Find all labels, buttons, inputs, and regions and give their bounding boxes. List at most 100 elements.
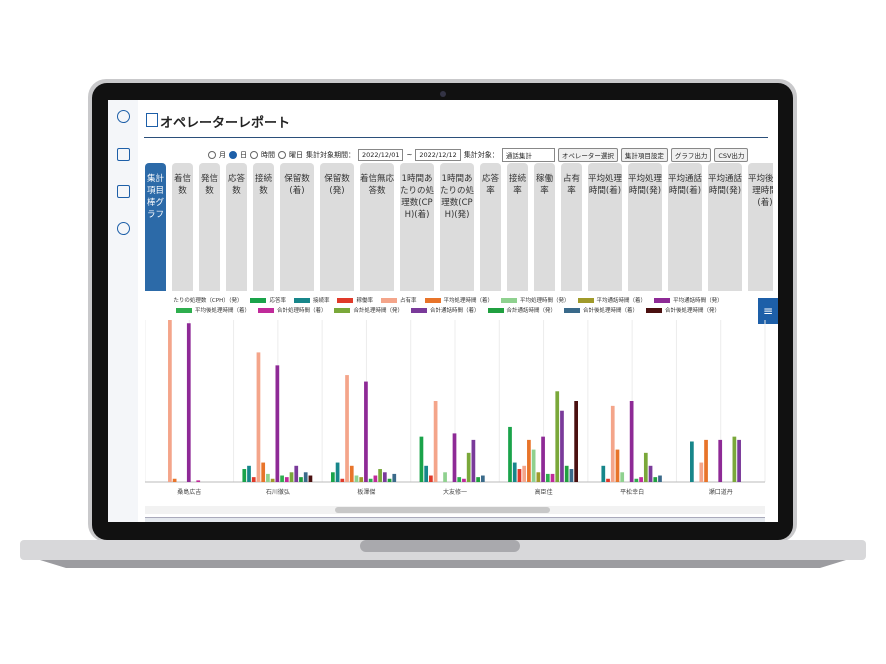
bar [550,473,555,482]
bar [545,473,550,482]
button[interactable]: グラフ出力 [670,148,712,162]
tab[interactable]: 稼働率 [534,163,555,291]
tab[interactable]: 平均後処理時間(着) [748,163,773,291]
legend-swatch [410,307,427,313]
legend-item[interactable]: 平均通話時間（発） [654,296,723,304]
tab[interactable]: 接続率 [507,163,528,291]
settings-icon[interactable] [117,222,130,235]
button[interactable]: 集計項目設定 [620,148,668,162]
legend-label: 平均後処理時間（着） [194,308,250,314]
legend-item[interactable]: 平均後処理時間（着） [175,306,250,314]
tab[interactable]: 保留数(発) [320,163,354,291]
legend-item[interactable]: 応答率 [250,296,286,304]
legend-item[interactable]: 合計処理時間（発） [334,306,403,314]
bar [517,469,522,482]
bar [345,375,349,482]
phone-icon[interactable] [117,110,130,123]
legend-item[interactable]: 占有率 [381,296,417,304]
tab[interactable]: 応答率 [480,163,501,291]
target-select[interactable]: 通話集計 [501,148,555,162]
bar [270,478,275,482]
bar [294,465,299,482]
camera [440,91,446,97]
legend-swatch [257,307,274,313]
button[interactable]: オペレーター選択 [557,148,618,162]
legend-label: 合計通話時間（発） [506,308,557,314]
bar [574,401,578,482]
radio[interactable] [208,151,216,159]
tab[interactable]: 占有率 [561,163,582,291]
date-to[interactable]: 2022/12/12 [415,149,461,161]
scroll-thumb[interactable] [335,507,550,513]
bar [737,439,741,482]
legend-item[interactable]: 合計後処理時間（着） [564,306,638,314]
bar [340,478,345,482]
scrollbar[interactable] [145,506,765,514]
bar [433,401,438,482]
bar [457,477,462,482]
legend-item[interactable]: 平均通話時間（着） [577,296,647,304]
date-from[interactable]: 2022/12/01 [358,149,404,161]
bar [275,365,280,482]
radio-label: 時間 [261,151,275,159]
legend-label: 合計処理時間（発） [353,308,403,314]
legend-swatch [487,307,504,313]
tab[interactable]: 1時間あたりの処理数(CPH)(着) [400,163,434,291]
menu-button[interactable]: ≡ [758,298,778,324]
legend-item[interactable]: 合計通話時間（発） [487,306,557,314]
tab[interactable]: 1時間あたりの処理数(CPH)(発) [440,163,474,291]
title-icon [146,113,158,127]
radio[interactable] [229,151,237,159]
bar [480,475,485,482]
legend-item[interactable]: 合計処理時間（着） [257,306,326,314]
monitor-icon[interactable] [117,185,130,198]
tab[interactable]: 応答数 [226,163,247,291]
legend-label: 平均処理時間（着） [443,298,494,304]
legend-label: 稼働率 [356,298,373,304]
bar [261,462,266,482]
tab[interactable]: 平均処理時間(着) [588,163,622,291]
legend-label: 平均通話時間（着） [596,298,647,304]
bar [289,472,294,482]
bar [639,477,643,482]
button[interactable]: CSV出力 [714,148,749,162]
legend-item[interactable]: 合計通話時間（着） [410,306,480,314]
bar [359,477,364,482]
legend-item[interactable]: 平均処理時間（発） [501,296,570,304]
bar [564,465,569,482]
legend-item[interactable]: 接続率 [293,296,329,304]
tab[interactable]: 着信無応答数 [360,163,394,291]
radio[interactable] [278,151,286,159]
bar [601,465,606,482]
bar [308,475,313,482]
divider [144,137,768,138]
bar [718,439,723,482]
legend-item[interactable]: 合計後処理時間（発） [646,306,720,314]
legend-swatch [293,297,310,303]
report-icon[interactable] [117,148,130,161]
tab[interactable]: 平均通話時間(着) [668,163,702,291]
range-sep: ~ [406,151,413,159]
legend-item[interactable]: 平均処理時間（着） [424,296,494,304]
tab[interactable]: 平均処理時間(発) [628,163,662,291]
tab[interactable]: 接続数 [253,163,274,291]
legend-swatch [654,297,671,303]
tab[interactable]: 集計項目棒グラフ [145,163,166,291]
radio[interactable] [250,151,258,159]
radio-label: 月 [219,151,226,159]
legend-item[interactable]: 稼働率 [337,296,373,304]
bar [242,469,247,482]
tab[interactable]: 発信数 [199,163,220,291]
bar [615,449,620,482]
legend-label: 合計後処理時間（発） [665,308,721,314]
tab[interactable]: 保留数(着) [280,163,314,291]
tab[interactable]: 平均通話時間(発) [708,163,742,291]
x-tick-label: 瀬口道丹 [709,488,733,496]
screen: オペレーターレポート 月 日 時間 曜日 集計対象期間： 2022/12/01 ~2022/… [108,100,778,522]
bar [331,472,335,482]
legend: たりの処理数（CPH）（発） 応答率 接続率 稼働率 占有率 平均処理時間（着） 平均処理… [138,296,758,314]
tab[interactable]: 着信数 [172,163,193,291]
bar [186,323,191,482]
bar [168,320,172,482]
